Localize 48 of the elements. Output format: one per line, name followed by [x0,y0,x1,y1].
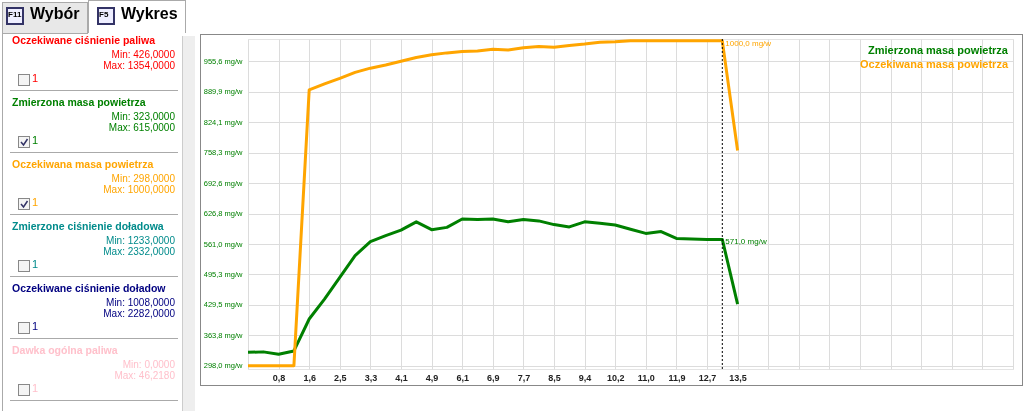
text: Min: 0,0000 [122,359,175,370]
text: Min: 426,0000 [111,49,175,60]
x-tick-label: 1,6 [303,372,316,383]
x-tick-label: 7,7 [517,372,531,383]
text: Max: 2282,0000 [103,308,175,319]
text: Min: 298,0000 [111,173,175,184]
x-tick-label: 0,8 [272,372,286,383]
x-tick-label: 8,5 [548,372,561,383]
text: 1 [32,320,39,332]
x-tick-label: 6,9 [487,372,500,383]
text: Max: 46,2180 [114,370,175,381]
x-tick-label: 4,1 [395,372,408,383]
text: Min: 1008,0000 [106,297,175,308]
x-tick-label: 6,1 [456,372,469,383]
x-tick-label: 12,7 [698,372,717,383]
text: Oczekiwana masa powietrza [12,158,154,170]
text: Oczekiwane ciśnienie paliwa [12,34,155,46]
text: Wybór [30,5,80,23]
text: Max: 1000,0000 [103,184,175,195]
x-tick-label: 3,3 [364,372,378,383]
text: 1 [32,134,39,146]
x-tick-label: 4,9 [425,372,439,383]
text: Zmierzone ciśnienie doładowa [12,220,164,232]
text: 1 [32,72,39,84]
text: 1 [32,258,39,270]
text: 1 [32,382,39,394]
text: F11 [8,10,22,19]
text: Oczekiwana masa powietrza [860,58,1009,70]
text: Zmierzona masa powietrza [12,96,146,108]
x-tick-label: 10,2 [606,372,625,383]
x-tick-label: 11,0 [637,372,655,383]
text: Oczekiwane ciśnienie doładow [12,282,166,294]
text: Max: 615,0000 [108,122,175,133]
text: 1 [32,196,39,208]
text: Max: 1354,0000 [103,60,175,71]
data-label: 1000,0 mg/w [725,38,772,48]
text: Min: 323,0000 [111,111,175,122]
x-tick-label: 11,9 [668,372,686,383]
text: Zmierzona masa powietrza [868,44,1009,56]
x-tick-label: 9,4 [578,372,592,383]
text: Wykres [121,5,178,23]
data-label: 571,0 mg/w [725,237,767,247]
x-tick-label: 2,5 [334,372,347,383]
x-tick-label: 13,5 [729,372,747,383]
text: Min: 1233,0000 [106,235,175,246]
text: Dawka ogólna paliwa [12,344,118,356]
text: F5 [99,10,109,19]
text: Max: 2332,0000 [103,246,175,257]
